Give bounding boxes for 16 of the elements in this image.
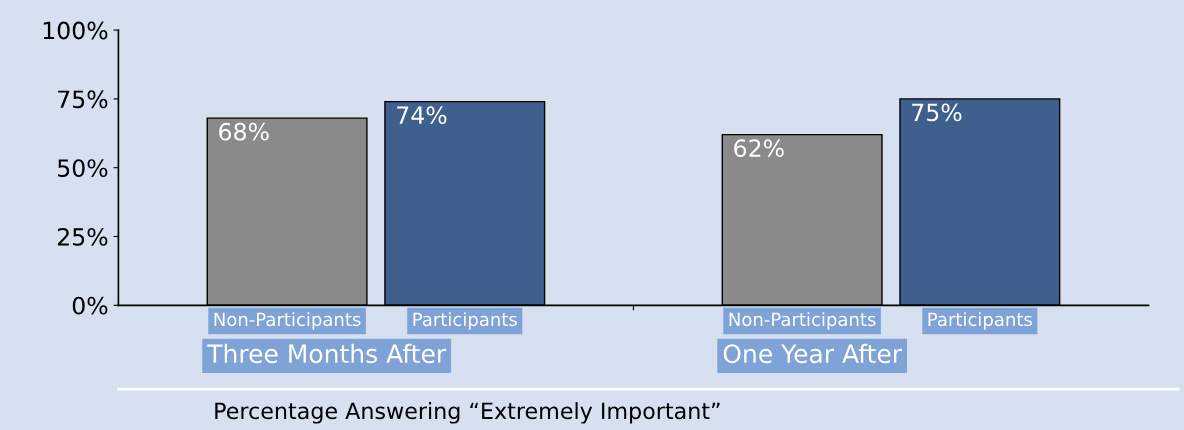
- y-tick-label: 50%: [58, 159, 108, 178]
- data-label: 68%: [219, 122, 269, 141]
- text: Participants: [928, 312, 1032, 330]
- data-label: 62%: [734, 139, 784, 158]
- series-label: Participants: [413, 312, 517, 330]
- x-axis-title: Percentage Answering “Extremely Important”: [215, 402, 720, 424]
- series-label: Non-Participants: [214, 312, 361, 330]
- data-label: 75%: [912, 103, 962, 122]
- x-tick-label: Three Months After: [207, 343, 447, 364]
- y-tick-label: 25%: [57, 227, 108, 246]
- y-tick-label: 75%: [58, 90, 108, 109]
- x-tick-label: One Year After: [723, 343, 903, 364]
- y-tick-label: 0%: [72, 296, 108, 315]
- data-label: 74%: [397, 106, 447, 125]
- y-tick-label: 100%: [43, 21, 108, 40]
- text: Non-Participants: [729, 312, 876, 330]
